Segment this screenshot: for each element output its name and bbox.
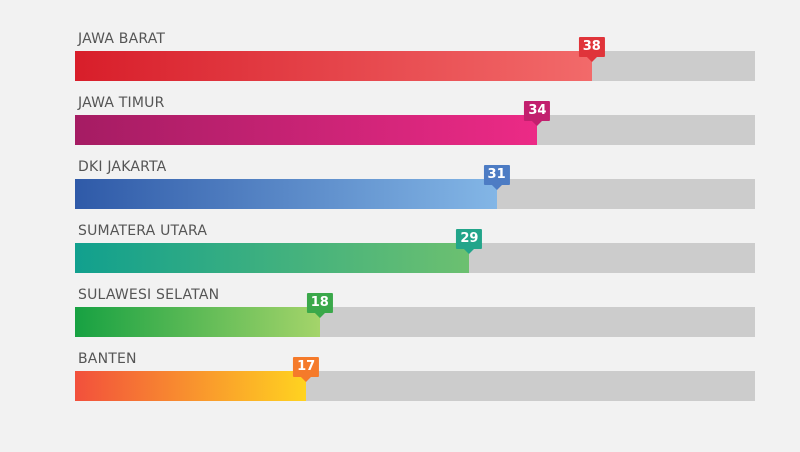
bar-row: JAWA BARAT 38 [75,31,755,91]
bar-track [75,179,755,209]
category-label: JAWA TIMUR [78,95,165,111]
bar [75,51,592,81]
bar [75,179,497,209]
bar-row: BANTEN 17 [75,351,755,411]
bar-row: SULAWESI SELATAN 18 [75,287,755,347]
bar-row: JAWA TIMUR 34 [75,95,755,155]
bar [75,307,320,337]
category-label: JAWA BARAT [78,31,166,47]
value-badge: 18 [306,293,333,318]
bar-row: SUMATERA UTARA 29 [75,223,755,283]
value-badge: 38 [578,37,605,62]
bar-row: DKI JAKARTA 31 [75,159,755,219]
bar-track [75,371,755,401]
category-label: DKI JAKARTA [78,159,167,175]
value-badge: 34 [524,101,551,126]
bar [75,243,470,273]
bar-track [75,51,755,81]
bar-track [75,307,755,337]
category-label: SUMATERA UTARA [78,223,208,239]
bar-track [75,243,755,273]
value-badge: 17 [293,357,320,382]
category-label: SULAWESI SELATAN [78,287,220,303]
category-label: BANTEN [78,351,137,367]
bar [75,115,538,145]
value-badge: 31 [483,165,510,190]
value-badge: 29 [456,229,483,254]
bar [75,371,307,401]
bar-track [75,115,755,145]
